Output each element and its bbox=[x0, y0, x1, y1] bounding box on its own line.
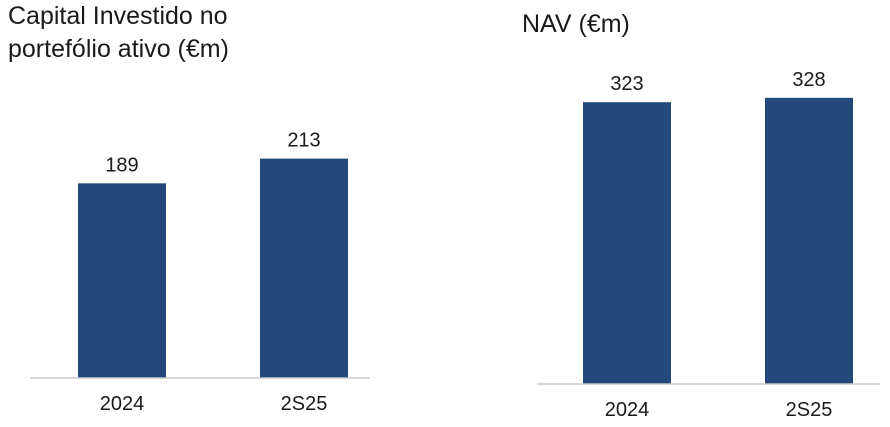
value-label: 213 bbox=[287, 130, 320, 152]
chart-title: Capital Investido no bbox=[8, 2, 228, 30]
x-tick-label: 2024 bbox=[605, 399, 650, 421]
bar bbox=[583, 102, 671, 385]
chart-title: portefólio ativo (€m) bbox=[8, 35, 229, 63]
bar bbox=[765, 97, 853, 384]
value-label: 189 bbox=[105, 154, 138, 176]
bar bbox=[78, 183, 166, 378]
x-tick-label: 2S25 bbox=[281, 393, 328, 415]
value-label: 328 bbox=[792, 69, 825, 91]
value-label: 323 bbox=[610, 73, 643, 95]
chart-title: NAV (€m) bbox=[522, 10, 630, 38]
bar bbox=[260, 158, 348, 378]
x-tick-label: 2024 bbox=[100, 393, 145, 415]
x-tick-label: 2S25 bbox=[786, 399, 833, 421]
